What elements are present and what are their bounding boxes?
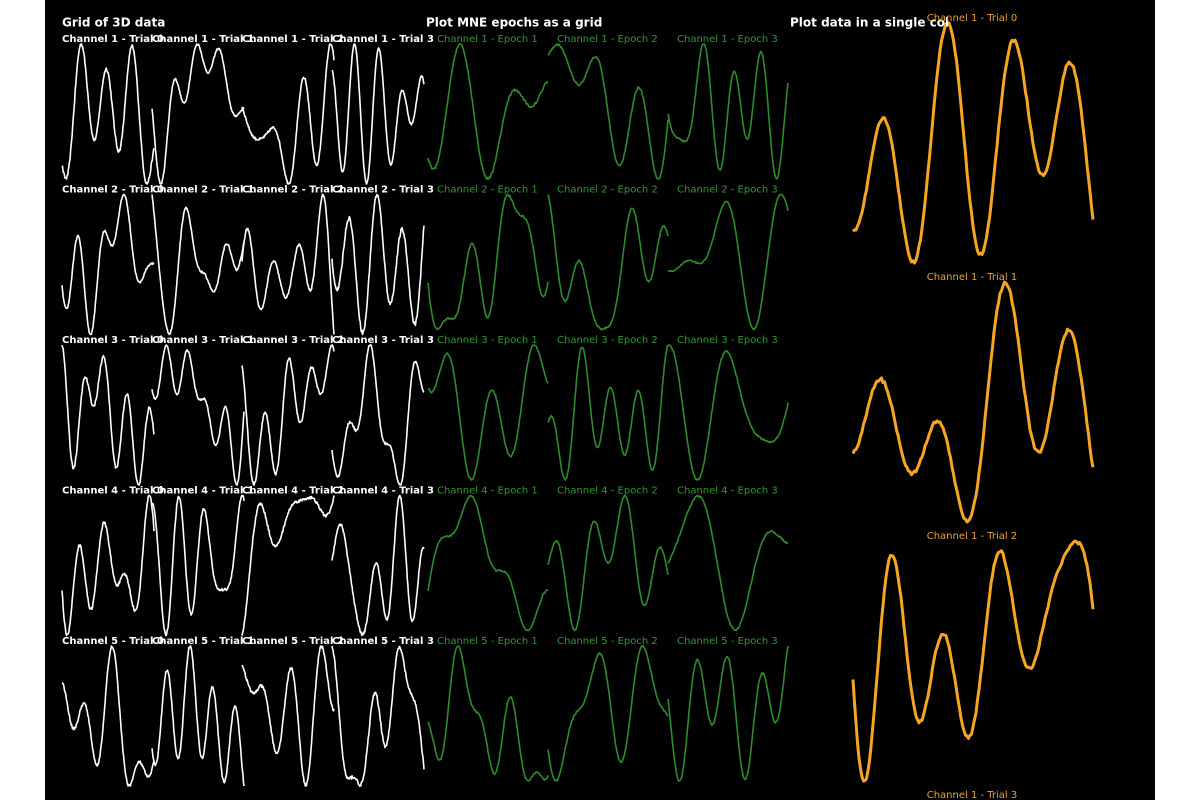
section-title: Grid of 3D data [62, 16, 165, 30]
waveform [427, 494, 549, 632]
waveform [151, 494, 245, 637]
waveform [331, 344, 425, 486]
canvas-background [45, 0, 1155, 800]
plot-label: Channel 4 - Trial 3 [332, 486, 434, 497]
plot-label: Channel 5 - Trial 2 [242, 636, 344, 647]
waveform [851, 280, 1095, 524]
plot-label: Channel 1 - Trial 3 [927, 790, 1018, 800]
waveform [427, 43, 549, 180]
waveform [151, 645, 245, 787]
plot-label: Channel 3 - Trial 2 [242, 335, 344, 346]
waveform [547, 43, 669, 180]
plot-label: Channel 3 - Trial 3 [332, 335, 434, 346]
waveform [151, 43, 245, 185]
waveform [851, 21, 1095, 265]
plot-label: Channel 2 - Trial 2 [242, 185, 344, 196]
plot-label: Channel 1 - Epoch 1 [437, 34, 538, 45]
waveform [241, 495, 335, 636]
plot-label: Channel 5 - Epoch 2 [557, 636, 658, 647]
waveform [61, 645, 155, 787]
plot-label: Channel 4 - Trial 1 [152, 486, 254, 497]
plot-label: Channel 5 - Epoch 1 [437, 636, 538, 647]
section-title: Plot data in a single col [790, 16, 949, 30]
plot-label: Channel 4 - Epoch 2 [557, 486, 658, 497]
plot-label: Channel 5 - Trial 3 [332, 636, 434, 647]
plot-label: Channel 5 - Epoch 3 [677, 636, 778, 647]
plot-label: Channel 2 - Epoch 3 [677, 185, 778, 196]
plot-label: Channel 1 - Epoch 2 [557, 34, 658, 45]
waveform [331, 43, 425, 185]
waveform [151, 194, 245, 336]
plot-label: Channel 5 - Trial 0 [62, 636, 164, 647]
waveform [427, 193, 549, 331]
waveform [427, 645, 549, 782]
plot-label: Channel 4 - Epoch 3 [677, 486, 778, 497]
plot-label: Channel 3 - Trial 1 [152, 335, 254, 346]
plot-label: Channel 5 - Trial 1 [152, 636, 254, 647]
waveform [667, 344, 789, 481]
waveform [331, 494, 425, 637]
plot-label: Channel 2 - Trial 1 [152, 185, 254, 196]
waveform [151, 344, 245, 486]
plot-label: Channel 1 - Trial 3 [332, 34, 434, 45]
waveform [667, 645, 789, 782]
plot-label: Channel 1 - Trial 2 [927, 531, 1018, 542]
waveform [667, 43, 789, 180]
plot-label: Channel 1 - Trial 0 [927, 13, 1018, 24]
plot-label: Channel 1 - Trial 2 [242, 34, 344, 45]
section-title: Plot MNE epochs as a grid [426, 16, 602, 30]
plot-label: Channel 3 - Epoch 2 [557, 335, 658, 346]
plot-label: Channel 3 - Epoch 3 [677, 335, 778, 346]
waveform [331, 645, 425, 787]
plot-label: Channel 1 - Trial 0 [62, 34, 164, 45]
plot-label: Channel 2 - Trial 3 [332, 185, 434, 196]
waveform [547, 645, 669, 782]
waveform [427, 344, 549, 481]
plot-label: Channel 4 - Epoch 1 [437, 486, 538, 497]
plot-label: Channel 3 - Epoch 1 [437, 335, 538, 346]
waveform [241, 193, 335, 335]
waveform [61, 344, 155, 486]
waveform [241, 344, 335, 486]
waveform [667, 494, 789, 632]
waveform [241, 43, 335, 185]
plot-label: Channel 1 - Trial 1 [152, 34, 254, 45]
plot-label: Channel 2 - Trial 0 [62, 185, 164, 196]
waveform [851, 539, 1095, 783]
plot-label: Channel 4 - Trial 2 [242, 486, 344, 497]
plot-label: Channel 2 - Epoch 1 [437, 185, 538, 196]
plot-label: Channel 1 - Trial 1 [927, 272, 1018, 283]
waveform [61, 43, 155, 185]
waveform [241, 645, 335, 787]
plot-label: Channel 4 - Trial 0 [62, 486, 164, 497]
plot-label: Channel 1 - Epoch 3 [677, 34, 778, 45]
waveform [547, 494, 669, 632]
plot-label: Channel 2 - Epoch 2 [557, 185, 658, 196]
waveform [61, 193, 155, 336]
waveform [547, 194, 669, 331]
waveform [547, 344, 669, 481]
plot-label: Channel 3 - Trial 0 [62, 335, 164, 346]
waveform [331, 193, 425, 336]
waveform [667, 193, 789, 331]
waveform [61, 494, 155, 637]
